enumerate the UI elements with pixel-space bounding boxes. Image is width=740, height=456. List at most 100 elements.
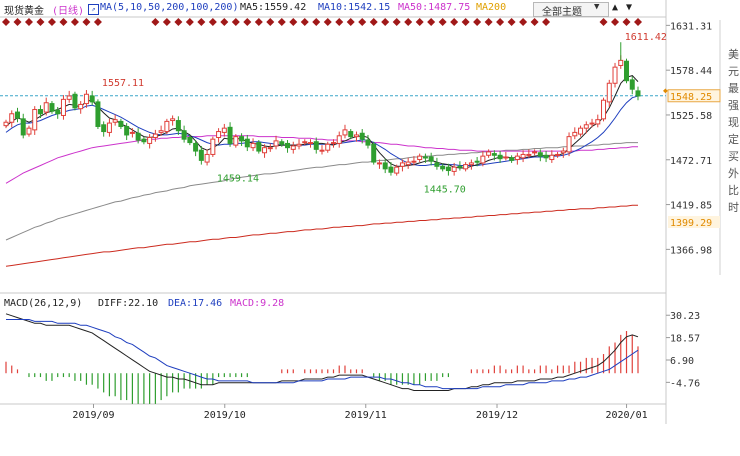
ma5-line bbox=[5, 75, 639, 169]
candle-body bbox=[491, 153, 497, 156]
candle-body bbox=[399, 162, 405, 167]
ma-indicator-text: MA(5,10,50,200,100,200) bbox=[100, 2, 239, 13]
news-marker-icon bbox=[438, 18, 447, 26]
candle-body bbox=[371, 143, 377, 163]
candle-body bbox=[434, 162, 440, 167]
candle-body bbox=[388, 166, 394, 173]
news-marker-icon bbox=[13, 18, 22, 26]
macd-dea-line bbox=[6, 319, 639, 390]
price-axis-label-5: 1366.98 bbox=[670, 245, 712, 256]
x-axis-label-3: 2019/12 bbox=[476, 410, 518, 421]
news-marker-icon bbox=[335, 18, 344, 26]
candle-body bbox=[26, 127, 32, 135]
news-marker-icon bbox=[530, 18, 539, 26]
news-marker-icon bbox=[47, 18, 56, 26]
candle-body bbox=[9, 113, 15, 123]
price-axis-label-2: 1525.58 bbox=[670, 111, 712, 122]
news-marker-icon bbox=[450, 18, 459, 26]
current-price-label: 1548.25 bbox=[670, 92, 712, 103]
candle-body bbox=[193, 142, 199, 152]
candle-body bbox=[572, 131, 578, 137]
current-price-marker-icon: ◆ bbox=[663, 86, 668, 95]
news-marker-icon bbox=[484, 18, 493, 26]
news-marker-icon bbox=[300, 18, 309, 26]
macd-axis-label-0: 30.23 bbox=[670, 311, 700, 322]
candle-body bbox=[20, 118, 26, 136]
news-marker-icon bbox=[197, 18, 206, 26]
candle-body bbox=[95, 101, 101, 127]
news-marker-icon bbox=[312, 18, 321, 26]
news-marker-icon bbox=[243, 18, 252, 26]
candle-body bbox=[262, 147, 268, 154]
price-axis-label-4: 1419.85 bbox=[670, 201, 712, 212]
side-news-text[interactable]: 美元最强现定买外比时 bbox=[728, 48, 739, 214]
candle-body bbox=[411, 160, 417, 163]
indicator-toggle-icon[interactable]: ⇗ bbox=[88, 4, 99, 15]
candle-body bbox=[520, 153, 526, 159]
candle-body bbox=[445, 166, 451, 172]
candle-body bbox=[239, 136, 245, 142]
news-marker-icon bbox=[231, 18, 240, 26]
candle-body bbox=[267, 147, 273, 150]
candle-body bbox=[325, 143, 331, 151]
price-annotation-0: 1557.11 bbox=[102, 78, 144, 89]
news-marker-icon bbox=[36, 18, 45, 26]
news-marker-icon bbox=[473, 18, 482, 26]
macd-indicator-label[interactable]: MACD(26,12,9) bbox=[4, 298, 83, 309]
down-triangle-icon[interactable]: ▼ bbox=[626, 2, 633, 13]
candle-body bbox=[170, 118, 176, 122]
theme-select[interactable]: 全部主题 ▼ bbox=[533, 2, 609, 18]
candle-body bbox=[308, 142, 314, 145]
candle-body bbox=[216, 131, 222, 138]
price-annotation-1: 1459.14 bbox=[217, 173, 259, 184]
news-marker-icon bbox=[519, 18, 528, 26]
chevron-down-icon: ▼ bbox=[594, 2, 600, 12]
news-marker-icon bbox=[266, 18, 275, 26]
candle-body bbox=[152, 133, 158, 138]
candle-body bbox=[204, 153, 210, 163]
macd-diff-value: DIFF:22.10 bbox=[98, 298, 159, 309]
candle-body bbox=[37, 109, 43, 115]
candle-body bbox=[509, 157, 515, 161]
ma200-line bbox=[5, 204, 638, 267]
news-marker-icon bbox=[59, 18, 68, 26]
candle-body bbox=[83, 93, 89, 105]
news-marker-icon bbox=[82, 18, 91, 26]
candle-body bbox=[606, 82, 612, 103]
ma-indicator-label[interactable]: ⇗ MA(5,10,50,200,100,200) bbox=[88, 2, 238, 15]
up-triangle-icon[interactable]: ▲ bbox=[612, 2, 619, 13]
ma50-value: MA50:1487.75 bbox=[398, 2, 471, 13]
x-axis-label-4: 2020/01 bbox=[605, 410, 647, 421]
candle-body bbox=[187, 136, 193, 144]
news-marker-icon bbox=[611, 18, 620, 26]
ma200-value: MA200 bbox=[476, 2, 507, 13]
candle-body bbox=[560, 150, 566, 154]
candle-body bbox=[118, 120, 124, 127]
news-marker-icon bbox=[277, 18, 286, 26]
candle-body bbox=[555, 153, 561, 156]
news-marker-icon bbox=[369, 18, 378, 26]
candle-body bbox=[72, 93, 78, 109]
candle-body bbox=[101, 124, 107, 133]
news-marker-icon bbox=[381, 18, 390, 26]
news-marker-icon bbox=[542, 18, 551, 26]
news-marker-icon bbox=[404, 18, 413, 26]
candle-body bbox=[296, 143, 302, 147]
macd-axis-label-3: -4.76 bbox=[670, 378, 700, 389]
news-marker-icon bbox=[24, 18, 33, 26]
candle-body bbox=[537, 152, 543, 157]
candle-body bbox=[601, 99, 607, 120]
price-annotation-3: 1611.42 bbox=[625, 32, 667, 43]
candle-body bbox=[405, 161, 411, 166]
price-axis-label-0: 1631.31 bbox=[670, 21, 712, 32]
candle-body bbox=[451, 166, 457, 172]
period-label[interactable]: (日线) bbox=[52, 6, 85, 17]
candle-body bbox=[175, 120, 181, 132]
news-marker-icon bbox=[151, 18, 160, 26]
candle-body bbox=[158, 130, 164, 133]
candle-body bbox=[141, 138, 147, 143]
candle-body bbox=[244, 138, 250, 148]
news-marker-icon bbox=[323, 18, 332, 26]
candle-body bbox=[227, 126, 233, 144]
candle-body bbox=[336, 135, 342, 144]
